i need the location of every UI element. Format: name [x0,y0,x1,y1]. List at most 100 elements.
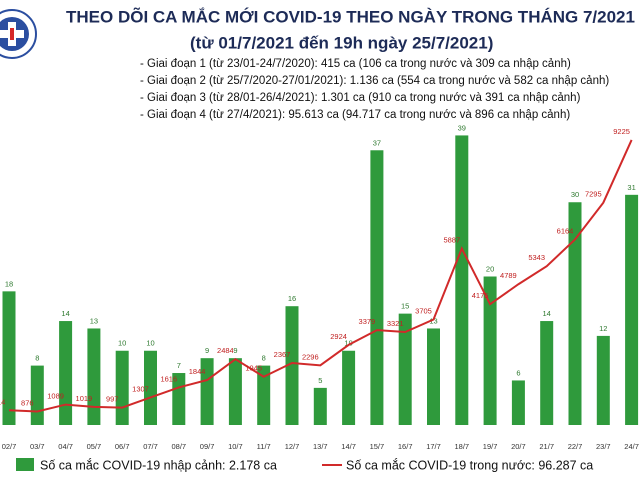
legend-label: Số ca mắc COVID-19 trong nước: 96.287 ca [346,457,593,472]
line-value-label: 3379 [359,317,376,326]
bar [59,321,73,425]
bar-value-label: 10 [344,339,352,348]
line-value-label: 3321 [387,319,404,328]
x-tick-label: 18/7 [454,442,469,451]
x-tick-label: 07/7 [143,442,158,451]
bar [511,380,525,425]
bar-value-label: 18 [5,279,13,288]
bar [568,202,582,425]
bar-value-label: 8 [262,354,266,363]
bar-value-label: 8 [35,354,39,363]
bar-value-label: 20 [486,264,494,273]
bar-value-label: 13 [90,316,98,325]
bar [342,350,356,425]
line-value-label: 9225 [613,127,630,136]
x-tick-label: 10/7 [228,442,243,451]
line-value-label: 4175 [472,291,489,300]
bar [144,350,157,425]
annotation: - Giai đoạn 4 (từ 27/4/2021): 95.613 ca … [140,109,570,121]
line-value-label: 1019 [76,394,93,403]
line-value-label: 1307 [132,384,149,393]
bar [455,135,469,426]
x-tick-label: 20/7 [511,442,526,451]
bar-value-label: 39 [458,123,466,132]
bar [257,365,271,425]
bar [115,350,129,425]
line-value-label: 5887 [443,236,460,245]
x-tick-label: 04/7 [58,442,73,451]
x-tick-label: 23/7 [596,442,611,451]
line-value-label: 3705 [415,306,432,315]
annotation: - Giai đoạn 2 (từ 25/7/2020-27/01/2021):… [140,75,609,87]
line-value-label: 997 [106,395,119,404]
x-tick-label: 09/7 [200,442,215,451]
x-tick-label: 21/7 [539,442,554,451]
bar-value-label: 6 [516,368,520,377]
bar [483,276,497,425]
x-tick-label: 08/7 [171,442,186,451]
bar-value-label: 13 [429,316,437,325]
bar [87,328,101,425]
bar-value-label: 14 [543,309,551,318]
line-value-label: 4789 [500,271,517,280]
line-value-label: 876 [21,398,34,407]
line-value-label: 2484 [217,346,234,355]
x-tick-label: 03/7 [30,442,45,451]
line-value-label: 6164 [557,226,574,235]
bar-value-label: 7 [177,361,181,370]
line-value-label: 1089 [47,392,64,401]
logo [0,9,37,59]
legend-swatch [16,458,34,471]
bar [596,335,610,425]
line-value-label: 2296 [302,352,319,361]
bar-value-label: 9 [205,346,209,355]
bar-value-label: 10 [118,339,126,348]
line-value-label: 7295 [585,190,602,199]
bar-value-label: 5 [318,376,322,385]
x-tick-label: 02/7 [2,442,17,451]
bar [313,387,327,425]
bar-value-label: 10 [146,339,154,348]
bar-value-label: 14 [61,309,69,318]
bar [2,291,16,425]
bar [427,328,440,425]
x-tick-label: 15/7 [370,442,385,451]
line-value-label: 1945 [245,364,262,373]
bar-value-label: 15 [401,302,409,311]
line [8,139,633,413]
x-tick-label: 11/7 [257,442,271,451]
chart-title: THEO DÕI CA MẮC MỚI COVID-19 THEO NGÀY T… [66,6,635,26]
legend-label: Số ca mắc COVID-19 nhập cảnh: 2.178 ca [40,457,277,472]
x-tick-label: 22/7 [568,442,583,451]
x-tick-label: 24/7 [624,442,639,451]
bar [228,358,242,425]
bar [370,150,384,425]
line-value-label: 1844 [189,367,206,376]
line-value-label: 5343 [528,253,545,262]
line-value-label: 914 [0,397,5,406]
bar [285,306,299,425]
line-value-label: 1616 [160,374,177,383]
x-tick-label: 12/7 [285,442,300,451]
annotation: - Giai đoạn 3 (từ 28/01-26/4/2021): 1.30… [140,92,581,104]
x-tick-label: 19/7 [483,442,498,451]
bar [30,365,44,425]
bar [398,313,412,425]
bar-value-label: 12 [599,324,607,333]
annotation: - Giai đoạn 1 (từ 23/01-24/7/2020): 415 … [140,58,571,70]
bar-value-label: 30 [571,190,579,199]
x-tick-label: 13/7 [313,442,328,451]
bar [540,321,554,425]
line-value-label: 2924 [330,332,347,341]
bar [200,358,214,425]
x-tick-label: 05/7 [87,442,102,451]
line-value-label: 2367 [274,350,291,359]
x-tick-label: 17/7 [426,442,441,451]
chart-subtitle: (từ 01/7/2021 đến 19h ngày 25/7/2021) [190,33,493,52]
bar-value-label: 9 [233,346,237,355]
bar-value-label: 31 [627,183,635,192]
bar [625,194,639,425]
x-tick-label: 14/7 [341,442,356,451]
bar-value-label: 37 [373,138,381,147]
